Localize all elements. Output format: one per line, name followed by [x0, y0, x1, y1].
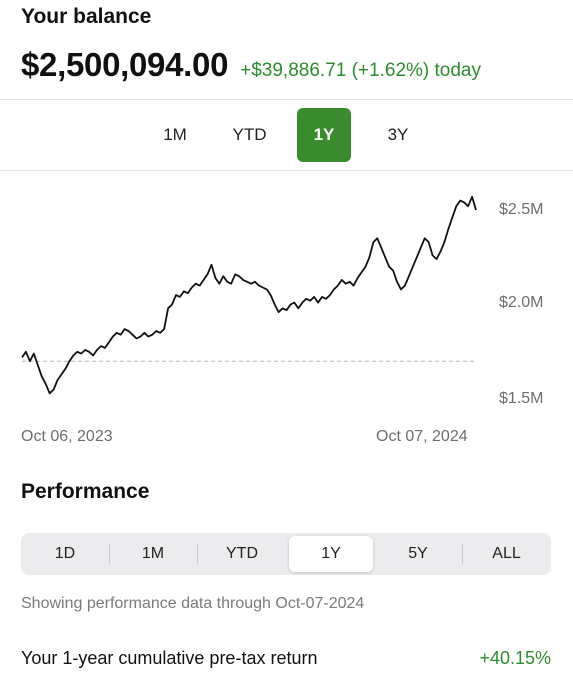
performance-segmented-control: 1D 1M YTD 1Y 5Y ALL [21, 533, 551, 575]
perf-tab-all[interactable]: ALL [492, 545, 521, 562]
x-tick-label-start: Oct 06, 2023 [21, 428, 113, 445]
y-tick-label: $2.5M [499, 201, 544, 218]
return-value: +40.15% [479, 648, 551, 668]
y-tick-label: $1.5M [499, 390, 544, 407]
perf-tab-ytd[interactable]: YTD [226, 545, 258, 562]
range-tab-1y[interactable]: 1Y [297, 108, 351, 162]
balance-chart [21, 195, 477, 395]
balance-series-line [21, 195, 477, 395]
range-tabs: 1M YTD 1Y 3Y [0, 108, 573, 162]
range-tab-1m[interactable]: 1M [163, 125, 187, 144]
perf-tab-1m[interactable]: 1M [141, 545, 165, 562]
x-tick-label-end: Oct 07, 2024 [376, 428, 468, 445]
perf-tab-1d[interactable]: 1D [54, 545, 76, 562]
seg-separator [109, 544, 110, 564]
y-tick-label: $2.0M [499, 294, 544, 311]
performance-note: Showing performance data through Oct-07-… [21, 595, 365, 612]
range-tab-ytd[interactable]: YTD [232, 125, 267, 144]
balance-label: Your balance [21, 5, 152, 28]
balance-row: $2,500,094.00 +$39,886.71 (+1.62%) today [21, 46, 481, 84]
header-divider [0, 99, 573, 100]
seg-separator [197, 544, 198, 564]
return-label: Your 1-year cumulative pre-tax return [21, 648, 318, 668]
performance-title: Performance [21, 480, 150, 503]
balance-amount: $2,500,094.00 [21, 46, 229, 83]
perf-tab-5y[interactable]: 5Y [408, 545, 428, 562]
range-divider [0, 170, 573, 171]
range-tab-3y[interactable]: 3Y [387, 125, 409, 144]
balance-change: +$39,886.71 (+1.62%) today [240, 60, 481, 81]
perf-tab-1y[interactable]: 1Y [289, 536, 373, 572]
seg-separator [462, 544, 463, 564]
